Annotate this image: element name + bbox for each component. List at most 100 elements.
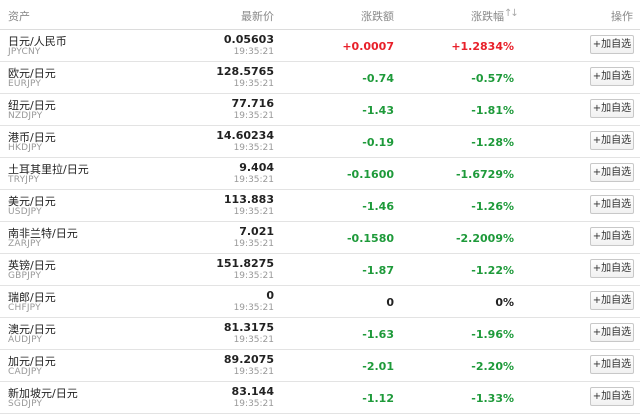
asset-code: NZDJPY — [8, 111, 43, 121]
change-value: -1.46 — [362, 200, 394, 213]
latest-price: 0 — [266, 289, 274, 302]
change-percent: -2.20% — [471, 360, 514, 373]
asset-code: AUDJPY — [8, 335, 43, 345]
table-body: 日元/人民币 JPYCNY 0.05603 19:35:21 +0.0007 +1.283… — [0, 30, 640, 414]
asset-name[interactable]: 港币/日元 — [8, 131, 56, 144]
add-to-watchlist-button[interactable]: +加自选 — [590, 387, 634, 406]
change-value: 0 — [386, 296, 394, 309]
change-value: -0.1580 — [346, 232, 394, 245]
table-row[interactable]: 瑞郎/日元 CHFJPY 0 19:35:21 0 0% +加自选 — [0, 286, 640, 318]
table-row[interactable]: 加元/日元 CADJPY 89.2075 19:35:21 -2.01 -2.20% +加自… — [0, 350, 640, 382]
table-row[interactable]: 港币/日元 HKDJPY 14.60234 19:35:21 -0.19 -1.28% +加… — [0, 126, 640, 158]
change-percent: -0.57% — [471, 72, 514, 85]
latest-price: 9.404 — [239, 161, 274, 174]
asset-name[interactable]: 南非兰特/日元 — [8, 227, 78, 240]
asset-code: USDJPY — [8, 207, 42, 217]
add-to-watchlist-button[interactable]: +加自选 — [590, 291, 634, 310]
latest-price: 83.144 — [231, 385, 274, 398]
header-latest-price: 最新价 — [241, 10, 274, 23]
add-to-watchlist-button[interactable]: +加自选 — [590, 355, 634, 374]
sort-icon[interactable]: ↑↓ — [504, 8, 519, 19]
quote-time: 19:35:21 — [233, 79, 274, 89]
asset-name[interactable]: 日元/人民币 — [8, 35, 67, 48]
add-to-watchlist-button[interactable]: +加自选 — [590, 227, 634, 246]
change-percent: -1.33% — [471, 392, 514, 405]
quote-time: 19:35:21 — [233, 175, 274, 185]
table-row[interactable]: 日元/人民币 JPYCNY 0.05603 19:35:21 +0.0007 +1.283… — [0, 30, 640, 62]
latest-price: 128.5765 — [216, 65, 274, 78]
table-row[interactable]: 南非兰特/日元 ZARJPY 7.021 19:35:21 -0.1580 -2.2009… — [0, 222, 640, 254]
change-value: -1.12 — [362, 392, 394, 405]
header-change-pct[interactable]: 涨跌幅 — [471, 10, 504, 23]
latest-price: 81.3175 — [223, 321, 274, 334]
change-value: +0.0007 — [342, 40, 394, 53]
quote-time: 19:35:21 — [233, 367, 274, 377]
quote-time: 19:35:21 — [233, 271, 274, 281]
asset-name[interactable]: 新加坡元/日元 — [8, 387, 78, 400]
change-percent: -1.26% — [471, 200, 514, 213]
latest-price: 89.2075 — [223, 353, 274, 366]
change-percent: +1.2834% — [451, 40, 514, 53]
asset-name[interactable]: 英镑/日元 — [8, 259, 56, 272]
asset-name[interactable]: 加元/日元 — [8, 355, 56, 368]
add-to-watchlist-button[interactable]: +加自选 — [590, 195, 634, 214]
asset-code: HKDJPY — [8, 143, 43, 153]
latest-price: 113.883 — [223, 193, 274, 206]
table-row[interactable]: 欧元/日元 EURJPY 128.5765 19:35:21 -0.74 -0.57% +加… — [0, 62, 640, 94]
add-to-watchlist-button[interactable]: +加自选 — [590, 99, 634, 118]
add-to-watchlist-button[interactable]: +加自选 — [590, 131, 634, 150]
asset-code: GBPJPY — [8, 271, 42, 281]
asset-code: JPYCNY — [8, 47, 41, 57]
asset-code: CHFJPY — [8, 303, 41, 313]
asset-code: EURJPY — [8, 79, 42, 89]
latest-price: 0.05603 — [223, 33, 274, 46]
table-row[interactable]: 英镑/日元 GBPJPY 151.8275 19:35:21 -1.87 -1.22% +加… — [0, 254, 640, 286]
change-value: -1.43 — [362, 104, 394, 117]
asset-code: ZARJPY — [8, 239, 42, 249]
asset-code: SGDJPY — [8, 399, 43, 409]
add-to-watchlist-button[interactable]: +加自选 — [590, 67, 634, 86]
change-percent: -1.81% — [471, 104, 514, 117]
add-to-watchlist-button[interactable]: +加自选 — [590, 323, 634, 342]
change-percent: 0% — [495, 296, 514, 309]
latest-price: 151.8275 — [216, 257, 274, 270]
asset-name[interactable]: 瑞郎/日元 — [8, 291, 56, 304]
change-percent: -2.2009% — [455, 232, 514, 245]
change-value: -2.01 — [362, 360, 394, 373]
quote-time: 19:35:21 — [233, 335, 274, 345]
quote-time: 19:35:21 — [233, 111, 274, 121]
table-row[interactable]: 新加坡元/日元 SGDJPY 83.144 19:35:21 -1.12 -1.33% +加… — [0, 382, 640, 414]
table-row[interactable]: 纽元/日元 NZDJPY 77.716 19:35:21 -1.43 -1.81% +加自选 — [0, 94, 640, 126]
quote-time: 19:35:21 — [233, 207, 274, 217]
latest-price: 7.021 — [239, 225, 274, 238]
asset-name[interactable]: 土耳其里拉/日元 — [8, 163, 89, 176]
change-percent: -1.28% — [471, 136, 514, 149]
asset-name[interactable]: 澳元/日元 — [8, 323, 56, 336]
change-percent: -1.22% — [471, 264, 514, 277]
latest-price: 77.716 — [231, 97, 274, 110]
table-row[interactable]: 澳元/日元 AUDJPY 81.3175 19:35:21 -1.63 -1.96% +加自… — [0, 318, 640, 350]
change-percent: -1.6729% — [455, 168, 514, 181]
quote-time: 19:35:21 — [233, 239, 274, 249]
asset-code: TRYJPY — [8, 175, 40, 185]
quote-time: 19:35:21 — [233, 143, 274, 153]
header-asset: 资产 — [8, 10, 30, 23]
change-value: -1.87 — [362, 264, 394, 277]
asset-name[interactable]: 美元/日元 — [8, 195, 56, 208]
add-to-watchlist-button[interactable]: +加自选 — [590, 259, 634, 278]
change-percent: -1.96% — [471, 328, 514, 341]
table-row[interactable]: 土耳其里拉/日元 TRYJPY 9.404 19:35:21 -0.1600 -1.672… — [0, 158, 640, 190]
asset-name[interactable]: 欧元/日元 — [8, 67, 56, 80]
asset-name[interactable]: 纽元/日元 — [8, 99, 56, 112]
header-change: 涨跌额 — [361, 10, 394, 23]
change-value: -0.74 — [362, 72, 394, 85]
header-action: 操作 — [611, 10, 633, 23]
asset-code: CADJPY — [8, 367, 42, 377]
add-to-watchlist-button[interactable]: +加自选 — [590, 163, 634, 182]
change-value: -0.19 — [362, 136, 394, 149]
table-header: 资产 最新价 涨跌额 涨跌幅 ↑↓ 操作 — [0, 0, 640, 30]
table-row[interactable]: 美元/日元 USDJPY 113.883 19:35:21 -1.46 -1.26% +加自… — [0, 190, 640, 222]
quote-time: 19:35:21 — [233, 47, 274, 57]
add-to-watchlist-button[interactable]: +加自选 — [590, 35, 634, 54]
